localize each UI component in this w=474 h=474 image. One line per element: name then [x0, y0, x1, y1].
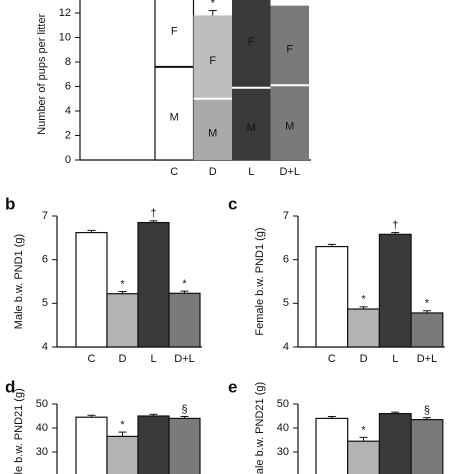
- segment-label: M: [170, 111, 179, 123]
- y-tick-label: 7: [42, 210, 48, 222]
- y-tick-label: 30: [277, 446, 289, 458]
- significance-mark: *: [361, 294, 366, 306]
- bar-segment: [193, 98, 232, 160]
- bar: [315, 245, 349, 348]
- y-tick-label: 40: [36, 422, 48, 434]
- bar: [106, 293, 139, 348]
- significance-mark: *: [182, 278, 187, 290]
- x-tick-label: L: [150, 353, 156, 365]
- bar: [410, 312, 444, 348]
- segment-label: F: [209, 55, 216, 67]
- y-axis-label: Male b.w. PND21 (g): [13, 388, 25, 474]
- y-tick-label: 6: [65, 80, 71, 92]
- x-tick-label: L: [248, 166, 254, 178]
- x-tick-label: D: [119, 353, 127, 365]
- bar-segment: [154, 0, 195, 68]
- y-tick-label: 4: [65, 105, 71, 117]
- y-tick-label: 12: [59, 7, 71, 19]
- y-tick-label: 10: [59, 31, 71, 43]
- significance-mark: §: [181, 403, 187, 415]
- y-tick-label: 30: [36, 446, 48, 458]
- significance-mark: †: [392, 219, 398, 231]
- bar: [410, 419, 444, 474]
- y-tick-label: 6: [283, 254, 289, 266]
- bar-segment: [193, 15, 232, 99]
- panel-label: c: [228, 194, 237, 213]
- bar: [168, 417, 201, 474]
- y-tick-label: 4: [42, 341, 48, 353]
- bar: [378, 413, 412, 474]
- bar: [378, 233, 412, 348]
- segment-label: M: [285, 121, 294, 133]
- segment-label: F: [248, 36, 255, 48]
- panel-label: b: [5, 194, 15, 213]
- bar-segment: [270, 5, 309, 86]
- x-tick-label: D: [360, 353, 368, 365]
- x-tick-label: D+L: [280, 166, 301, 178]
- bar: [315, 417, 349, 474]
- y-tick-label: 2: [65, 129, 71, 141]
- bar: [347, 440, 381, 474]
- y-tick-label: 0: [65, 154, 71, 166]
- bar-segment: [232, 87, 271, 160]
- significance-mark: *: [120, 278, 125, 290]
- y-axis-label: Number of pups per litter: [36, 13, 48, 134]
- significance-mark: *: [211, 0, 216, 9]
- bar: [106, 435, 139, 474]
- segment-label: F: [286, 43, 293, 55]
- bar: [168, 292, 201, 348]
- y-tick-label: 50: [277, 398, 289, 410]
- bar: [75, 416, 108, 474]
- y-tick-label: 8: [65, 56, 71, 68]
- y-axis-label: Male b.w. PND1 (g): [13, 234, 25, 329]
- significance-mark: †: [150, 208, 156, 220]
- x-tick-label: C: [88, 353, 96, 365]
- segment-label: F: [171, 26, 178, 38]
- significance-mark: *: [425, 298, 430, 310]
- significance-mark: *: [120, 419, 125, 431]
- x-tick-label: L: [392, 353, 398, 365]
- y-tick-label: 5: [283, 297, 289, 309]
- y-axis-label: Female b.w. PND1 (g): [254, 227, 266, 335]
- y-tick-label: 5: [42, 297, 48, 309]
- bar: [347, 308, 381, 348]
- x-tick-label: D+L: [174, 353, 195, 365]
- significance-mark: *: [361, 424, 366, 436]
- bar-segment: [232, 0, 271, 88]
- y-axis-label: Female b.w. PND21 (g): [254, 382, 266, 474]
- panel-label: e: [228, 377, 237, 396]
- bar: [75, 231, 108, 348]
- bar: [137, 221, 170, 348]
- x-tick-label: D: [209, 166, 217, 178]
- y-tick-label: 50: [36, 398, 48, 410]
- bar-segment: [270, 85, 309, 160]
- x-tick-label: C: [328, 353, 336, 365]
- y-tick-label: 4: [283, 341, 289, 353]
- y-tick-label: 40: [277, 422, 289, 434]
- bar: [137, 415, 170, 474]
- x-tick-label: D+L: [417, 353, 438, 365]
- segment-label: M: [247, 122, 256, 134]
- y-tick-label: 6: [42, 254, 48, 266]
- panel-label: d: [5, 377, 15, 396]
- x-tick-label: C: [170, 166, 178, 178]
- y-tick-label: 7: [283, 210, 289, 222]
- segment-label: M: [208, 127, 217, 139]
- significance-mark: §: [424, 405, 430, 417]
